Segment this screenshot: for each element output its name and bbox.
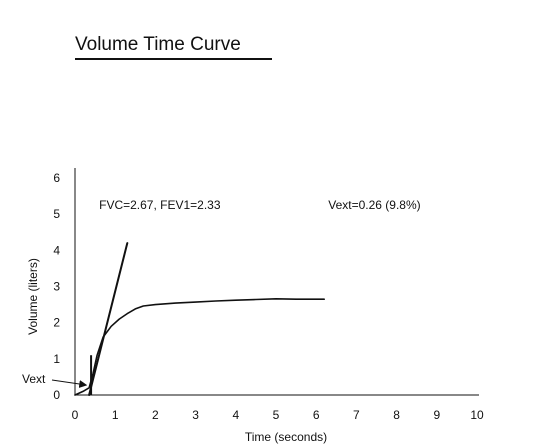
vext-annotation: Vext=0.26 (9.8%) [328, 198, 420, 212]
x-tick-label: 1 [112, 408, 119, 422]
y-tick-label: 5 [53, 207, 60, 221]
y-tick-labels: 0 1 2 3 4 5 6 [53, 171, 60, 402]
x-axis-label: Time (seconds) [245, 430, 327, 444]
x-tick-label: 0 [72, 408, 79, 422]
y-tick-label: 1 [53, 352, 60, 366]
x-tick-label: 7 [353, 408, 360, 422]
annotation-layer: FVC=2.67, FEV1=2.33 Vext=0.26 (9.8%) Vext [22, 198, 421, 388]
y-tick-label: 0 [53, 388, 60, 402]
x-tick-label: 5 [273, 408, 280, 422]
volume-curve [74, 297, 326, 396]
x-tick-label: 2 [152, 408, 159, 422]
fvc-fev1-annotation: FVC=2.67, FEV1=2.33 [99, 198, 221, 212]
x-tick-label: 8 [393, 408, 400, 422]
y-tick-label: 6 [53, 171, 60, 185]
title-underline [75, 58, 272, 60]
x-tick-label: 3 [192, 408, 199, 422]
x-tick-label: 6 [313, 408, 320, 422]
axes [74, 168, 479, 396]
x-tick-label: 9 [433, 408, 440, 422]
back-extrapolation-line [88, 242, 129, 396]
y-axis-label: Volume (liters) [26, 258, 40, 335]
y-tick-label: 3 [53, 280, 60, 294]
series-layer [74, 242, 326, 396]
y-tick-label: 2 [53, 316, 60, 330]
x-tick-label: 10 [470, 408, 484, 422]
x-tick-label: 4 [232, 408, 239, 422]
y-tick-label: 4 [53, 243, 60, 257]
x-tick-labels: 0 1 2 3 4 5 6 7 8 9 10 [72, 408, 484, 422]
chart-title: Volume Time Curve [75, 34, 241, 55]
vext-label: Vext [22, 372, 46, 386]
vext-arrow [51, 379, 88, 388]
